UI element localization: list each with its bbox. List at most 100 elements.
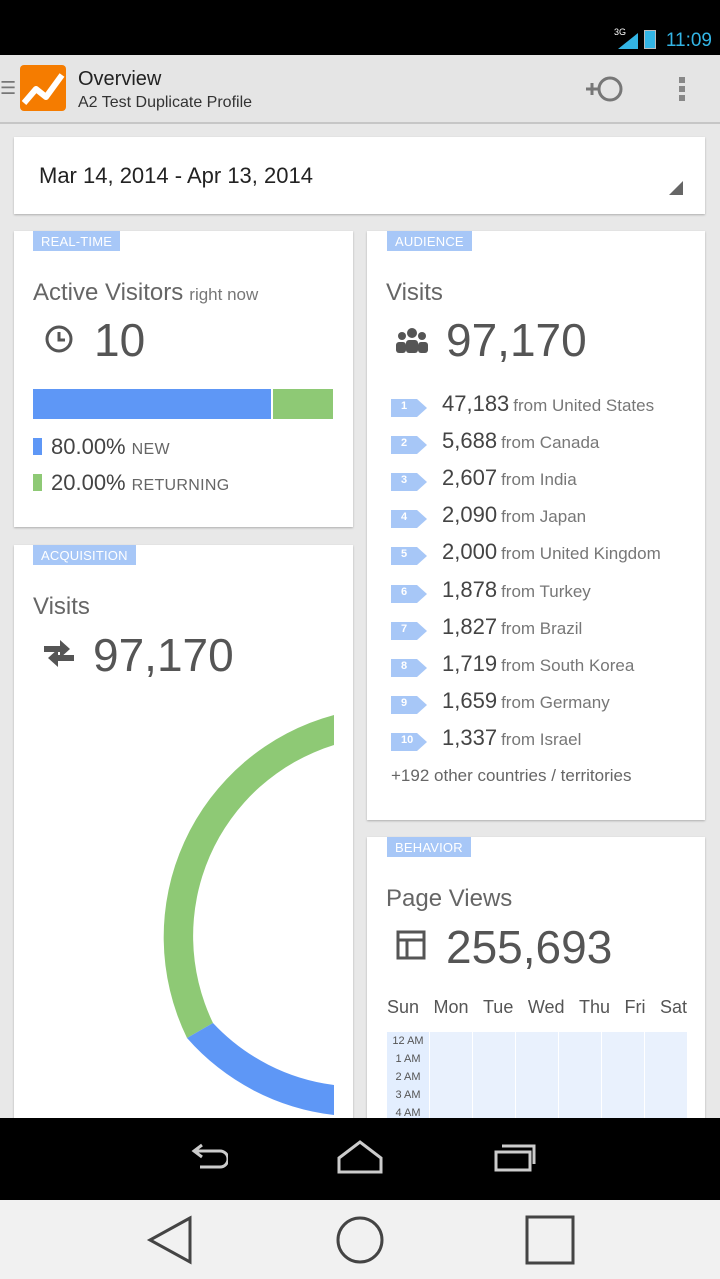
returning-visitors-bar (273, 389, 333, 419)
heatmap-cell (645, 1104, 687, 1122)
legend-returning-swatch (33, 474, 42, 491)
signal-icon (618, 33, 638, 49)
traffic-donut-chart (163, 715, 334, 1115)
heatmap-cell (559, 1032, 601, 1050)
back-icon[interactable] (186, 1139, 228, 1179)
page-views-value: 255,693 (446, 921, 613, 973)
country-visits: 1,719 from South Korea (442, 650, 635, 676)
heatmap-cell (645, 1068, 687, 1086)
heatmap-row: 12 AM (387, 1032, 687, 1050)
clock-icon (45, 325, 73, 353)
heatmap-cell (602, 1050, 644, 1068)
country-name: Brazil (539, 618, 583, 638)
country-name: South Korea (539, 655, 635, 675)
country-visits: 47,183 from United States (442, 391, 655, 416)
heatmap-cell (430, 1050, 472, 1068)
date-range-selector[interactable]: Mar 14, 2014 - Apr 13, 2014 (14, 137, 705, 214)
hour-label: 3 AM (387, 1086, 429, 1104)
weekday-label: Wed (527, 997, 565, 1017)
hourly-heatmap: 12 AM 1 AM 2 AM 3 AM 4 AM (387, 1032, 687, 1122)
rank-badge: 7 (391, 621, 427, 640)
donut-segment-green (163, 715, 334, 1038)
dropdown-triangle-icon (669, 181, 683, 195)
audience-title: Visits (386, 279, 443, 306)
country-visits: 1,878 from Turkey (442, 576, 591, 602)
page-layout-icon (396, 930, 426, 960)
country-name: Israel (539, 729, 582, 749)
rank-badge: 6 (391, 584, 427, 603)
people-icon (396, 328, 428, 353)
segment-icon[interactable] (584, 73, 628, 105)
audience-card[interactable]: AUDIENCE Visits 97,170 1 47,183 from Unite… (367, 231, 705, 820)
country-name: Germany (539, 692, 610, 712)
date-range-label: Mar 14, 2014 - Apr 13, 2014 (39, 163, 313, 188)
clock-time: 11:09 (665, 30, 712, 51)
analytics-logo-icon[interactable] (20, 65, 66, 111)
country-visits: 5,688 from Canada (442, 428, 600, 454)
heatmap-cell (473, 1032, 515, 1050)
network-type: 3G (614, 27, 627, 37)
action-bar: ☰ Overview A2 Test Duplicate Profile (0, 55, 720, 124)
audience-visits-value: 97,170 (446, 314, 587, 366)
hour-label: 4 AM (387, 1104, 429, 1122)
recent-apps-icon[interactable] (492, 1138, 538, 1178)
triangle-back-icon[interactable] (146, 1214, 194, 1266)
other-countries-link[interactable]: +192 other countries / territories (391, 766, 632, 785)
heatmap-cell (473, 1068, 515, 1086)
heatmap-cell (473, 1050, 515, 1068)
acquisition-title: Visits (33, 593, 90, 620)
heatmap-cell (602, 1068, 644, 1086)
heatmap-cell (559, 1086, 601, 1104)
circle-home-icon[interactable] (334, 1214, 386, 1266)
country-name: India (539, 470, 577, 490)
swap-arrows-icon (44, 640, 74, 667)
weekday-label: Sun (387, 997, 420, 1017)
weekday-label: Tue (482, 997, 514, 1017)
realtime-card[interactable]: REAL-TIME Active Visitors right now 10 80… (14, 231, 353, 527)
hour-label: 12 AM (387, 1032, 429, 1050)
heatmap-cell (645, 1050, 687, 1068)
country-name: Turkey (539, 581, 591, 601)
audience-tag: AUDIENCE (387, 231, 472, 251)
drawer-indicator-icon[interactable]: ☰ (0, 78, 17, 98)
country-name: United Kingdom (539, 544, 661, 564)
square-overview-icon[interactable] (524, 1214, 576, 1266)
realtime-tag: REAL-TIME (33, 231, 121, 251)
weekday-label: Mon (433, 997, 469, 1017)
weekday-header: Sun Mon Tue Wed Thu Fri Sat (387, 997, 687, 1018)
country-visits: 1,659 from Germany (442, 687, 610, 713)
acquisition-card[interactable]: ACQUISITION Visits 97,170 (14, 545, 353, 1145)
home-icon[interactable] (337, 1136, 383, 1176)
country-visits: 1,827 from Brazil (442, 613, 583, 639)
behavior-title: Page Views (386, 885, 513, 912)
heatmap-row: 2 AM (387, 1068, 687, 1086)
profile-name[interactable]: A2 Test Duplicate Profile (78, 94, 253, 111)
heatmap-row: 3 AM (387, 1086, 687, 1104)
heatmap-cell (645, 1086, 687, 1104)
overflow-menu-icon[interactable] (672, 73, 692, 105)
navigation-bar (0, 1118, 720, 1200)
new-visitors-bar (33, 389, 271, 419)
rank-badge: 3 (391, 473, 427, 492)
status-bar: 3G 11:09 (0, 0, 720, 55)
hour-label: 1 AM (387, 1050, 429, 1068)
legend-new-swatch (33, 438, 42, 455)
heatmap-cell (516, 1086, 558, 1104)
heatmap-cell (516, 1104, 558, 1122)
rank-badge: 5 (391, 547, 427, 566)
heatmap-cell (516, 1068, 558, 1086)
acquisition-visits-value: 97,170 (93, 629, 234, 681)
legend-new: 80.00% NEW (33, 434, 170, 460)
heatmap-cell (473, 1104, 515, 1122)
rank-badge: 2 (391, 436, 427, 455)
heatmap-cell (559, 1050, 601, 1068)
system-bottom-bar (0, 1200, 720, 1279)
acquisition-tag: ACQUISITION (33, 545, 136, 565)
country-name: Canada (539, 433, 600, 453)
behavior-card[interactable]: BEHAVIOR Page Views 255,693 Sun Mon Tue Wed… (367, 837, 705, 1147)
weekday-label: Sat (659, 997, 687, 1017)
legend-returning: 20.00% RETURNING (33, 470, 229, 496)
heatmap-cell (559, 1104, 601, 1122)
heatmap-cell (430, 1068, 472, 1086)
heatmap-cell (602, 1086, 644, 1104)
